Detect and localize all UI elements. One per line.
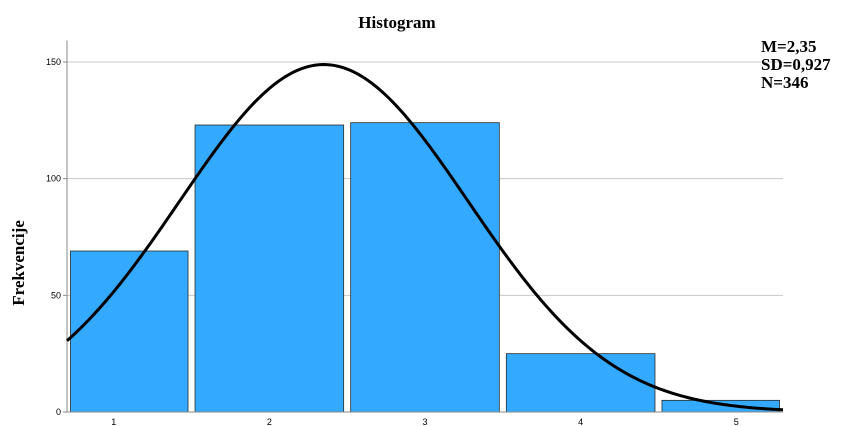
bar-4 bbox=[505, 353, 656, 413]
y-tick-label: 150 bbox=[46, 57, 61, 67]
normal-curve bbox=[66, 63, 784, 412]
y-tick-label: 50 bbox=[51, 290, 61, 300]
x-tick-labels: 1 2 3 4 5 bbox=[111, 417, 739, 426]
bar-3 bbox=[350, 122, 500, 413]
stat-line: SD=0,927 bbox=[761, 55, 831, 74]
bar-5 bbox=[661, 399, 780, 413]
x-tick-label-5: 5 bbox=[734, 417, 739, 426]
bar-1 bbox=[70, 250, 189, 413]
x-tick-label-2: 2 bbox=[267, 417, 272, 426]
y-axis-label: Frekvencije bbox=[9, 220, 28, 306]
axes bbox=[63, 40, 783, 413]
y-tick-labels: 0 50 100 150 bbox=[46, 57, 61, 417]
chart-title: Histogram bbox=[358, 13, 435, 32]
normal-curve-line bbox=[66, 63, 784, 412]
stat-line: N=346 bbox=[761, 73, 808, 92]
x-tick-label-1: 1 bbox=[111, 417, 116, 426]
stat-line: M=2,35 bbox=[761, 37, 816, 56]
y-tick-label: 100 bbox=[46, 174, 61, 184]
x-tick-label-4: 4 bbox=[578, 417, 583, 426]
bars bbox=[70, 122, 780, 413]
y-tick-label: 0 bbox=[56, 407, 61, 417]
x-tick-label-3: 3 bbox=[422, 417, 427, 426]
bar-2 bbox=[194, 124, 345, 413]
